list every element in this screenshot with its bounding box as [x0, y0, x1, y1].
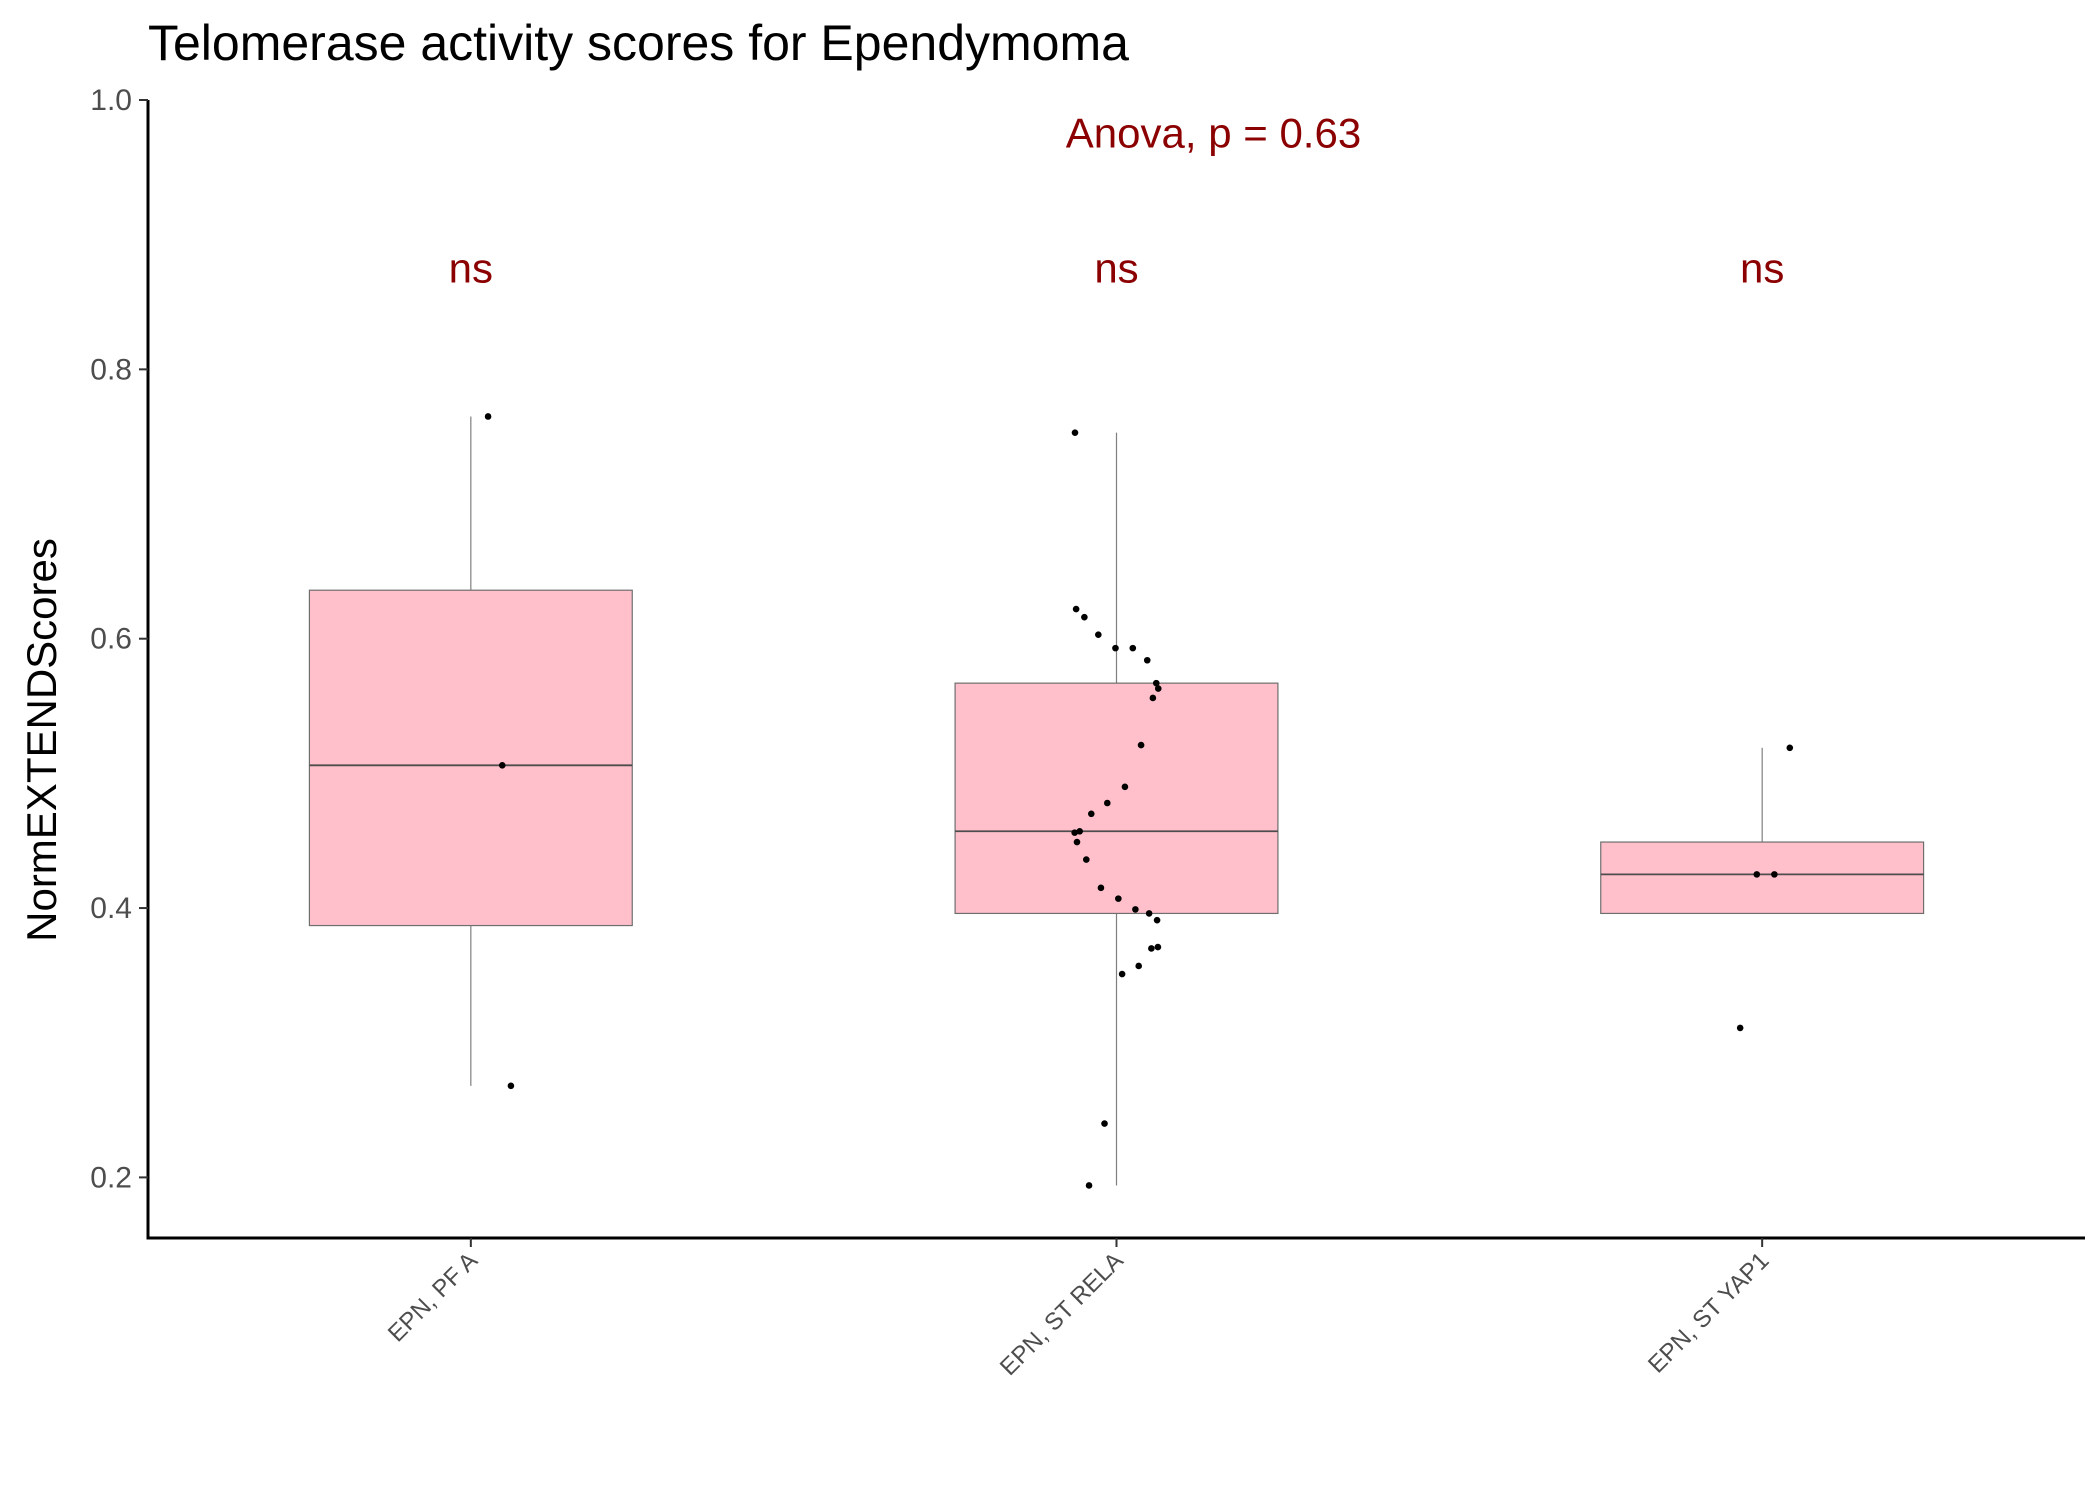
y-axis-label: NormEXTENDScores — [18, 538, 65, 942]
data-point — [1103, 799, 1111, 807]
annotation-layer: Anova, p = 0.63 ns ns ns — [449, 110, 1785, 292]
data-point — [1148, 945, 1155, 952]
x-tick-label: EPN, ST RELA — [995, 1247, 1129, 1381]
data-point — [1076, 827, 1084, 835]
data-point — [1071, 829, 1078, 836]
significance-label: ns — [1094, 244, 1138, 291]
data-point — [1085, 1182, 1093, 1189]
data-point — [1071, 429, 1079, 436]
data-point — [1129, 644, 1137, 652]
box-group — [954, 432, 1279, 1186]
y-tick-label: 0.6 — [90, 623, 132, 656]
data-point — [1153, 916, 1161, 924]
box-body — [1600, 841, 1925, 915]
data-point — [1087, 810, 1095, 818]
box-body — [954, 682, 1279, 915]
data-point — [1132, 906, 1139, 913]
y-tick-label: 0.4 — [90, 892, 132, 925]
data-point — [1073, 838, 1081, 846]
data-point — [1101, 1120, 1108, 1127]
data-point — [1097, 884, 1105, 892]
significance-label: ns — [449, 244, 493, 291]
data-point — [1082, 856, 1090, 863]
data-point — [1786, 744, 1794, 752]
x-tick-label: EPN, ST YAP1 — [1643, 1247, 1774, 1378]
data-point — [1115, 895, 1122, 902]
points-layer — [484, 413, 1794, 1189]
box-group — [308, 416, 633, 1086]
box-group — [1600, 747, 1925, 915]
data-point — [1137, 741, 1145, 749]
x-tick-label: EPN, PF A — [383, 1247, 483, 1347]
data-point — [1154, 943, 1162, 951]
data-point — [1753, 871, 1761, 878]
y-tick-label: 1.0 — [90, 84, 132, 117]
data-point — [484, 413, 492, 420]
data-point — [1112, 644, 1119, 652]
y-tick-label: 0.8 — [90, 353, 132, 386]
anova-label: Anova, p = 0.63 — [1066, 110, 1361, 157]
data-point — [507, 1082, 515, 1090]
box-body — [308, 589, 633, 927]
data-point — [1771, 871, 1778, 878]
data-point — [1145, 910, 1153, 917]
data-point — [1095, 631, 1102, 638]
data-point — [1121, 783, 1129, 791]
significance-label: ns — [1740, 244, 1784, 291]
data-point — [498, 761, 506, 769]
data-point — [1152, 679, 1160, 687]
y-tick-label: 0.2 — [90, 1161, 132, 1194]
data-point — [1143, 656, 1151, 664]
data-point — [1081, 613, 1088, 621]
data-point — [1149, 694, 1157, 702]
data-point — [1154, 685, 1162, 692]
boxes-layer — [308, 416, 1925, 1186]
data-point — [1072, 605, 1080, 613]
chart-title: Telomerase activity scores for Ependymom… — [148, 15, 1129, 71]
data-point — [1135, 962, 1143, 970]
data-point — [1736, 1024, 1744, 1032]
data-point — [1118, 970, 1126, 978]
